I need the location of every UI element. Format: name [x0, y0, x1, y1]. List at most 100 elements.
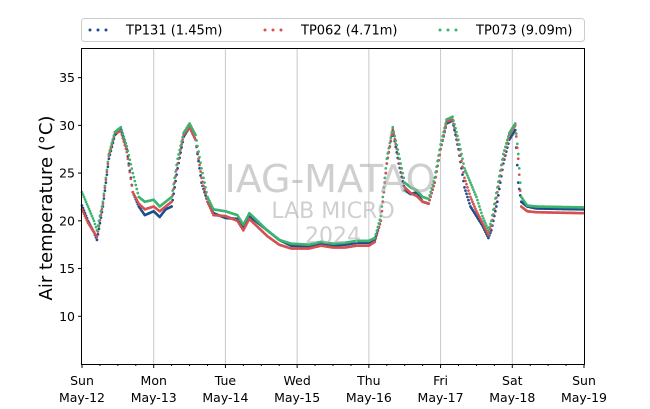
data-point	[96, 224, 100, 227]
data-point	[441, 134, 444, 138]
data-point	[378, 218, 382, 222]
data-point	[480, 211, 483, 215]
data-point	[208, 199, 211, 203]
data-point	[491, 213, 494, 217]
data-point	[464, 169, 467, 173]
data-point	[178, 148, 181, 152]
data-point	[134, 183, 138, 187]
watermark-line-1: IAG-MATAO	[224, 157, 435, 201]
data-point	[133, 179, 137, 183]
data-point	[443, 126, 446, 130]
data-point	[389, 139, 393, 142]
x-tick-date: May-16	[346, 390, 392, 405]
data-point	[381, 200, 385, 204]
data-point	[98, 221, 102, 225]
data-point	[203, 188, 206, 192]
data-point	[181, 135, 184, 139]
legend-entry: TP073 (9.09m)	[438, 24, 572, 39]
data-point	[82, 212, 86, 216]
x-tick-date: May-18	[489, 390, 535, 405]
data-point	[89, 212, 93, 216]
data-point	[128, 170, 132, 174]
data-point	[384, 171, 388, 175]
watermark-line-3: 2024	[305, 224, 361, 249]
data-point	[479, 208, 482, 212]
data-point	[393, 134, 397, 138]
data-point	[451, 115, 454, 119]
data-point	[436, 159, 439, 163]
data-point	[193, 136, 196, 139]
data-point	[102, 192, 106, 196]
data-point	[211, 211, 214, 215]
y-axis: 10 15 20 25 30 35	[59, 70, 82, 324]
data-point	[581, 206, 585, 209]
data-point	[81, 193, 85, 196]
data-point	[492, 208, 495, 212]
series-layer	[80, 115, 585, 250]
data-point	[427, 197, 430, 201]
legend-entry: TP062 (4.71m)	[263, 24, 397, 39]
data-point	[385, 162, 389, 165]
data-point	[90, 214, 94, 218]
data-point	[467, 198, 470, 202]
data-point	[103, 184, 107, 188]
series-1	[80, 118, 585, 250]
data-point	[496, 200, 499, 204]
x-tick-day: Sun	[70, 373, 94, 388]
data-point	[82, 195, 86, 199]
data-point	[209, 201, 212, 205]
data-point	[495, 205, 498, 208]
data-point	[132, 175, 136, 179]
data-point	[95, 229, 99, 232]
data-point	[97, 219, 101, 223]
data-point	[434, 170, 437, 174]
data-point	[392, 132, 396, 136]
data-point	[460, 159, 463, 163]
data-point	[470, 197, 473, 201]
data-point	[389, 136, 393, 140]
data-point	[474, 193, 477, 196]
data-point	[83, 197, 87, 201]
data-point	[105, 168, 109, 172]
data-point	[180, 140, 183, 143]
data-point	[468, 201, 471, 205]
data-point	[398, 157, 402, 161]
data-point	[464, 189, 467, 192]
data-point	[379, 214, 383, 218]
data-point	[474, 207, 477, 211]
data-point	[127, 164, 131, 167]
data-point	[383, 181, 387, 184]
data-point	[122, 135, 126, 139]
data-point	[196, 144, 199, 148]
data-point	[385, 157, 389, 161]
data-point	[121, 132, 125, 135]
data-point	[478, 205, 481, 208]
y-tick-label: 25	[59, 166, 75, 181]
data-point	[373, 240, 377, 244]
legend-marker	[438, 28, 442, 32]
data-point	[388, 141, 392, 145]
data-point	[85, 202, 89, 206]
data-point	[486, 231, 489, 235]
data-point	[84, 216, 88, 220]
data-point	[210, 209, 213, 212]
data-point	[516, 152, 520, 156]
data-point	[504, 142, 508, 145]
data-point	[199, 174, 202, 177]
data-point	[477, 201, 480, 205]
data-point	[382, 186, 386, 189]
legend-marker	[88, 28, 92, 32]
data-point	[198, 163, 201, 167]
data-point	[200, 166, 203, 170]
legend-marker	[96, 28, 100, 32]
data-point	[428, 194, 431, 197]
x-tick-day: Thu	[356, 373, 380, 388]
x-tick-date: May-19	[561, 390, 607, 405]
data-point	[109, 145, 113, 149]
data-point	[490, 219, 493, 223]
data-point	[459, 147, 462, 151]
data-point	[100, 207, 104, 211]
data-point	[487, 229, 490, 232]
data-point	[496, 186, 499, 189]
